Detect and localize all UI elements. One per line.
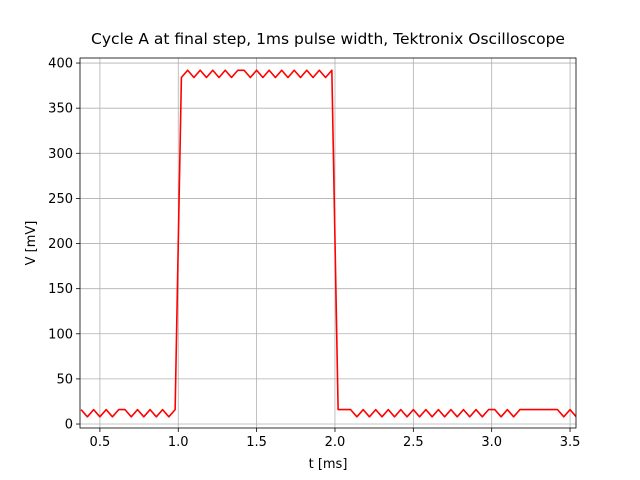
- x-tick-label: 1.5: [246, 435, 267, 450]
- y-tick-label: 250: [48, 192, 73, 207]
- x-tick-label: 2.0: [325, 435, 346, 450]
- chart-title: Cycle A at final step, 1ms pulse width, …: [91, 30, 565, 48]
- y-tick-label: 350: [48, 102, 73, 117]
- y-axis-label: V [mV]: [24, 221, 39, 266]
- x-tick-label: 2.5: [403, 435, 424, 450]
- x-tick-label: 3.0: [481, 435, 502, 450]
- data-line: [80, 69, 576, 418]
- x-tick-label: 3.5: [560, 435, 581, 450]
- y-tick-label: 150: [48, 282, 73, 297]
- y-tick-label: 300: [48, 147, 73, 162]
- y-tick-label: 400: [48, 57, 73, 72]
- y-tick-label: 100: [48, 327, 73, 342]
- axes-frame: [79, 57, 577, 429]
- y-tick-label: 50: [56, 372, 73, 387]
- y-tick-label: 200: [48, 237, 73, 252]
- x-tick-label: 1.0: [168, 435, 189, 450]
- x-tick-label: 0.5: [90, 435, 111, 450]
- plot-area: [80, 69, 576, 418]
- y-tick-label: 0: [65, 418, 73, 433]
- x-axis-label: t [ms]: [309, 457, 348, 472]
- grid: [80, 58, 576, 428]
